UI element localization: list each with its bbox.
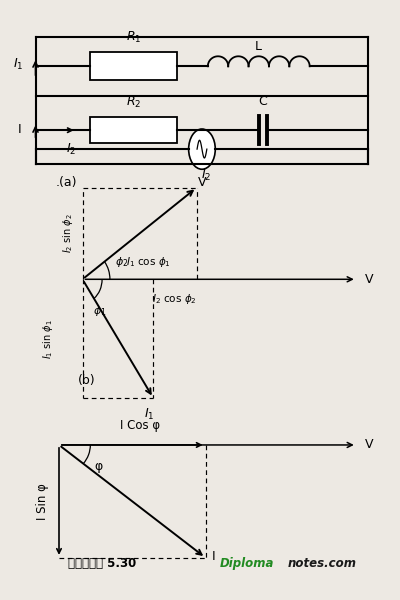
Text: I: I bbox=[18, 122, 22, 136]
Text: I: I bbox=[212, 550, 215, 563]
Text: $R_1$: $R_1$ bbox=[126, 30, 141, 45]
Text: (b): (b) bbox=[78, 374, 95, 387]
Text: I Cos φ: I Cos φ bbox=[120, 419, 160, 432]
Text: I Sin φ: I Sin φ bbox=[36, 483, 49, 520]
Text: $I_1$: $I_1$ bbox=[13, 57, 23, 72]
Text: $I_2$: $I_2$ bbox=[200, 168, 211, 183]
Text: V: V bbox=[198, 176, 206, 190]
Text: notes.com: notes.com bbox=[288, 557, 357, 570]
Circle shape bbox=[189, 129, 215, 169]
Text: $\phi_2$: $\phi_2$ bbox=[115, 254, 128, 269]
Text: φ: φ bbox=[94, 460, 102, 473]
Text: $I_1$: $I_1$ bbox=[144, 407, 154, 422]
Bar bbox=[90, 52, 176, 80]
Text: $I_1$ cos $\phi_1$: $I_1$ cos $\phi_1$ bbox=[126, 254, 171, 269]
Text: $R_2$: $R_2$ bbox=[126, 95, 141, 110]
Text: $\phi_1$: $\phi_1$ bbox=[94, 304, 107, 318]
Text: $I_2$ cos $\phi_2$: $I_2$ cos $\phi_2$ bbox=[152, 292, 197, 307]
Text: $I_2$: $I_2$ bbox=[66, 142, 76, 157]
Text: चित्र 5.30: चित्र 5.30 bbox=[68, 557, 136, 570]
Text: $I_1$ sin $\phi_1$: $I_1$ sin $\phi_1$ bbox=[41, 319, 55, 359]
Text: L: L bbox=[255, 40, 262, 53]
Text: C: C bbox=[258, 95, 267, 108]
Bar bbox=[90, 117, 176, 143]
Text: V: V bbox=[364, 273, 373, 286]
Text: .(a): .(a) bbox=[56, 176, 78, 189]
Text: $I_2$ sin $\phi_2$: $I_2$ sin $\phi_2$ bbox=[62, 214, 76, 253]
Text: V: V bbox=[364, 439, 373, 451]
Text: Diploma: Diploma bbox=[220, 557, 274, 570]
